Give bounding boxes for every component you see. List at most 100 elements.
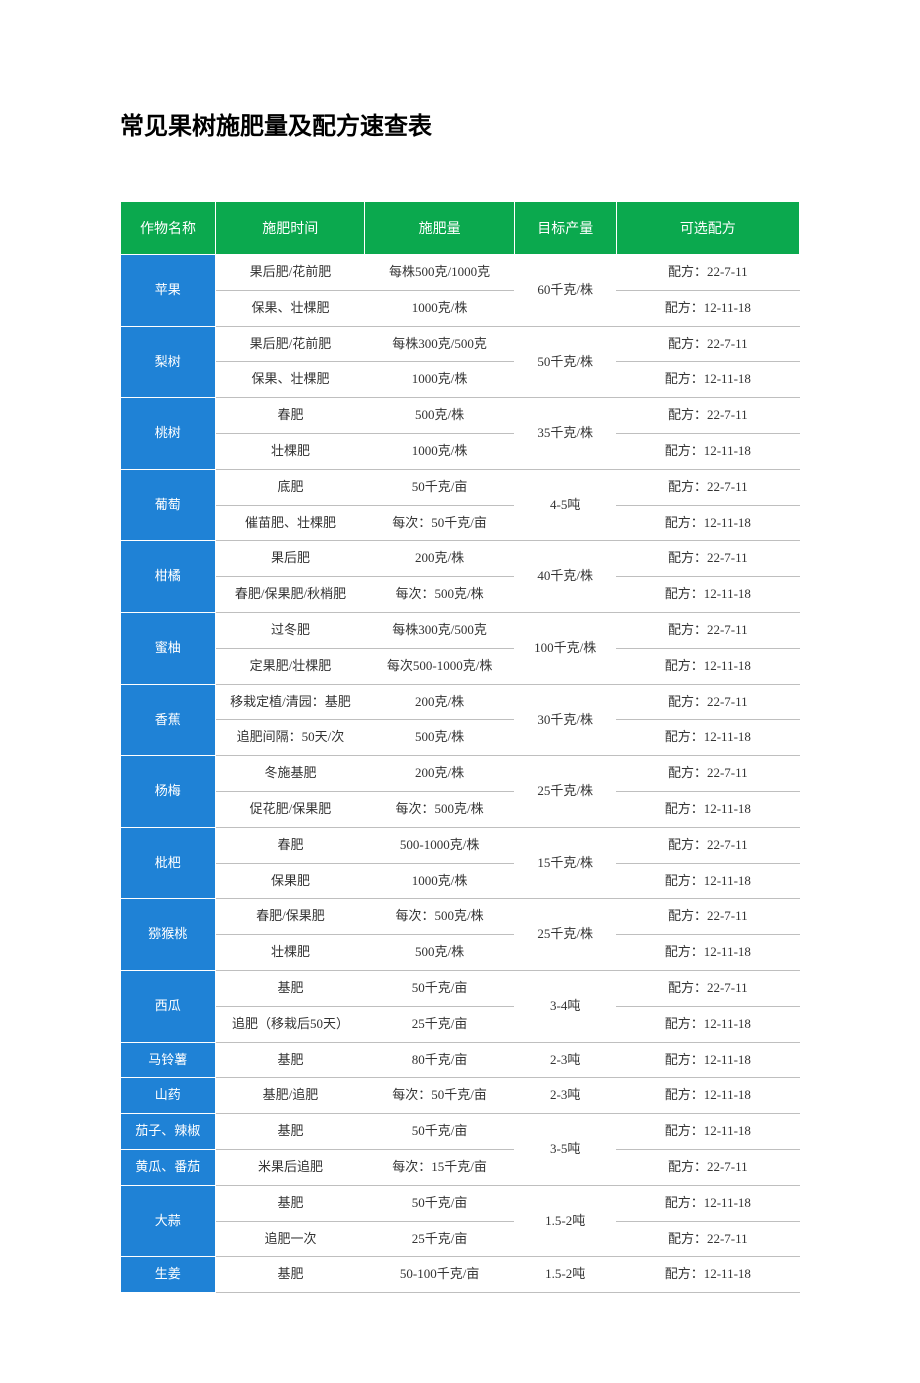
amount-cell: 每株300克/500克 <box>365 326 514 362</box>
formula-cell: 配方：12-11-18 <box>616 1006 799 1042</box>
table-row: 山药基肥/追肥每次：50千克/亩2-3吨配方：12-11-18 <box>121 1078 800 1114</box>
time-cell: 促花肥/保果肥 <box>216 792 365 828</box>
amount-cell: 50千克/亩 <box>365 971 514 1007</box>
yield-cell: 50千克/株 <box>514 326 616 398</box>
amount-cell: 50千克/亩 <box>365 1185 514 1221</box>
time-cell: 追肥间隔：50天/次 <box>216 720 365 756</box>
table-row: 茄子、辣椒基肥50千克/亩3-5吨配方：12-11-18 <box>121 1114 800 1150</box>
amount-cell: 50千克/亩 <box>365 469 514 505</box>
formula-cell: 配方：22-7-11 <box>616 756 799 792</box>
crop-cell: 黄瓜、番茄 <box>121 1150 216 1186</box>
time-cell: 保果、壮棵肥 <box>216 362 365 398</box>
yield-cell: 100千克/株 <box>514 613 616 685</box>
formula-cell: 配方：22-7-11 <box>616 613 799 649</box>
crop-cell: 生姜 <box>121 1257 216 1293</box>
col-formula: 可选配方 <box>616 202 799 255</box>
page-title: 常见果树施肥量及配方速查表 <box>120 106 800 141</box>
yield-cell: 3-4吨 <box>514 971 616 1043</box>
formula-cell: 配方：22-7-11 <box>616 398 799 434</box>
amount-cell: 每次：500克/株 <box>365 577 514 613</box>
crop-cell: 大蒜 <box>121 1185 216 1257</box>
formula-cell: 配方：12-11-18 <box>616 290 799 326</box>
formula-cell: 配方：12-11-18 <box>616 935 799 971</box>
crop-cell: 香蕉 <box>121 684 216 756</box>
amount-cell: 200克/株 <box>365 541 514 577</box>
time-cell: 春肥/保果肥/秋梢肥 <box>216 577 365 613</box>
crop-cell: 西瓜 <box>121 971 216 1043</box>
table-row: 香蕉移栽定植/清园：基肥200克/株30千克/株配方：22-7-11 <box>121 684 800 720</box>
amount-cell: 500克/株 <box>365 398 514 434</box>
crop-cell: 茄子、辣椒 <box>121 1114 216 1150</box>
amount-cell: 每次500-1000克/株 <box>365 648 514 684</box>
formula-cell: 配方：22-7-11 <box>616 541 799 577</box>
amount-cell: 每次：50千克/亩 <box>365 1078 514 1114</box>
formula-cell: 配方：12-11-18 <box>616 1114 799 1150</box>
table-row: 壮棵肥1000克/株 配方：12-11-18 <box>121 434 800 470</box>
time-cell: 催苗肥、壮棵肥 <box>216 505 365 541</box>
amount-cell: 每次：500克/株 <box>365 792 514 828</box>
crop-cell: 桃树 <box>121 398 216 470</box>
col-yield: 目标产量 <box>514 202 616 255</box>
formula-cell: 配方：12-11-18 <box>616 648 799 684</box>
table-row: 生姜基肥50-100千克/亩1.5-2吨配方：12-11-18 <box>121 1257 800 1293</box>
formula-cell: 配方：22-7-11 <box>616 326 799 362</box>
table-row: 黄瓜、番茄米果后追肥每次：15千克/亩配方：22-7-11 <box>121 1150 800 1186</box>
time-cell: 基肥 <box>216 1257 365 1293</box>
yield-cell: 40千克/株 <box>514 541 616 613</box>
amount-cell: 1000克/株 <box>365 863 514 899</box>
yield-cell: 25千克/株 <box>514 756 616 828</box>
table-row: 追肥一次25千克/亩配方：22-7-11 <box>121 1221 800 1257</box>
amount-cell: 每次：50千克/亩 <box>365 505 514 541</box>
yield-cell: 3-5吨 <box>514 1114 616 1186</box>
time-cell: 果后肥 <box>216 541 365 577</box>
yield-cell: 2-3吨 <box>514 1078 616 1114</box>
table-row: 梨树果后肥/花前肥每株300克/500克50千克/株配方：22-7-11 <box>121 326 800 362</box>
formula-cell: 配方：22-7-11 <box>616 469 799 505</box>
amount-cell: 500克/株 <box>365 935 514 971</box>
amount-cell: 25千克/亩 <box>365 1006 514 1042</box>
amount-cell: 500-1000克/株 <box>365 827 514 863</box>
formula-cell: 配方：22-7-11 <box>616 1150 799 1186</box>
table-row: 马铃薯基肥80千克/亩2-3吨配方：12-11-18 <box>121 1042 800 1078</box>
time-cell: 追肥一次 <box>216 1221 365 1257</box>
table-row: 催苗肥、壮棵肥每次：50千克/亩 配方：12-11-18 <box>121 505 800 541</box>
amount-cell: 50-100千克/亩 <box>365 1257 514 1293</box>
time-cell: 果后肥/花前肥 <box>216 326 365 362</box>
table-row: 大蒜基肥50千克/亩1.5-2吨配方：12-11-18 <box>121 1185 800 1221</box>
amount-cell: 1000克/株 <box>365 290 514 326</box>
formula-cell: 配方：12-11-18 <box>616 1185 799 1221</box>
time-cell: 移栽定植/清园：基肥 <box>216 684 365 720</box>
yield-cell: 1.5-2吨 <box>514 1185 616 1257</box>
table-row: 追肥（移栽后50天）25千克/亩配方：12-11-18 <box>121 1006 800 1042</box>
amount-cell: 200克/株 <box>365 684 514 720</box>
formula-cell: 配方：12-11-18 <box>616 1078 799 1114</box>
col-crop: 作物名称 <box>121 202 216 255</box>
table-row: 苹果果后肥/花前肥每株500克/1000克60千克/株配方：22-7-11 <box>121 255 800 291</box>
formula-cell: 配方：12-11-18 <box>616 1042 799 1078</box>
time-cell: 基肥 <box>216 1042 365 1078</box>
crop-cell: 猕猴桃 <box>121 899 216 971</box>
table-row: 蜜柚过冬肥每株300克/500克100千克/株配方：22-7-11 <box>121 613 800 649</box>
formula-cell: 配方：12-11-18 <box>616 1257 799 1293</box>
table-header-row: 作物名称 施肥时间 施肥量 目标产量 可选配方 <box>121 202 800 255</box>
amount-cell: 1000克/株 <box>365 434 514 470</box>
crop-cell: 柑橘 <box>121 541 216 613</box>
time-cell: 壮棵肥 <box>216 434 365 470</box>
formula-cell: 配方：12-11-18 <box>616 720 799 756</box>
time-cell: 底肥 <box>216 469 365 505</box>
formula-cell: 配方：22-7-11 <box>616 827 799 863</box>
formula-cell: 配方：22-7-11 <box>616 255 799 291</box>
amount-cell: 每次：15千克/亩 <box>365 1150 514 1186</box>
time-cell: 果后肥/花前肥 <box>216 255 365 291</box>
time-cell: 基肥/追肥 <box>216 1078 365 1114</box>
table-row: 保果、壮棵肥1000克/株配方：12-11-18 <box>121 290 800 326</box>
crop-cell: 枇杷 <box>121 827 216 899</box>
formula-cell: 配方：12-11-18 <box>616 434 799 470</box>
table-row: 葡萄底肥50千克/亩4-5吨配方：22-7-11 <box>121 469 800 505</box>
table-row: 西瓜基肥50千克/亩3-4吨配方：22-7-11 <box>121 971 800 1007</box>
time-cell: 基肥 <box>216 1185 365 1221</box>
crop-cell: 杨梅 <box>121 756 216 828</box>
yield-cell: 1.5-2吨 <box>514 1257 616 1293</box>
amount-cell: 25千克/亩 <box>365 1221 514 1257</box>
formula-cell: 配方：12-11-18 <box>616 505 799 541</box>
